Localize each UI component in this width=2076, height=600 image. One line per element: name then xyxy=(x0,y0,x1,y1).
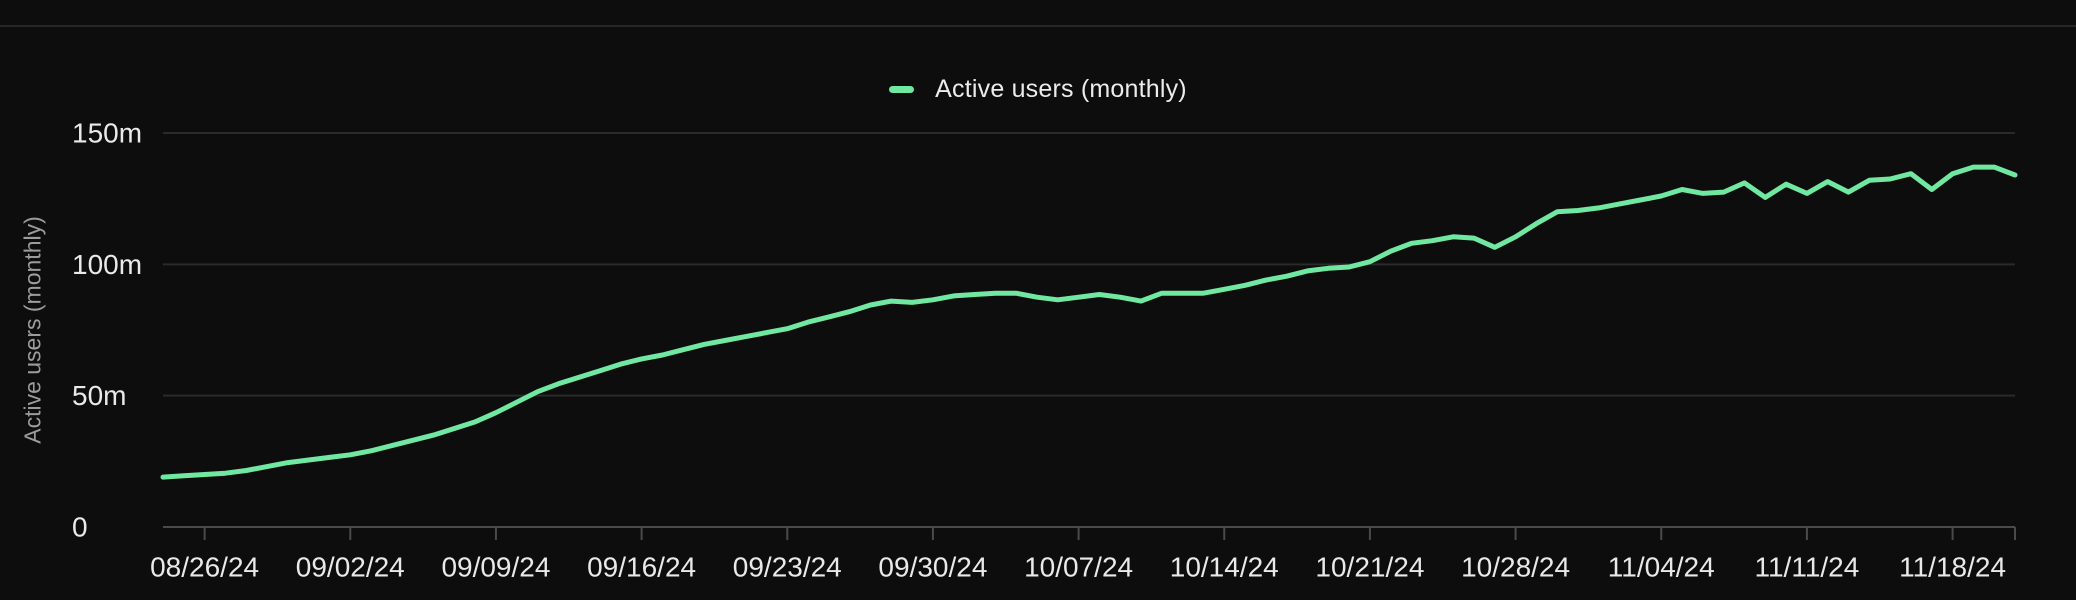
x-tick-label: 09/09/24 xyxy=(441,552,550,583)
x-tick-label: 08/26/24 xyxy=(150,552,259,583)
y-tick-label: 50m xyxy=(72,380,126,411)
x-tick-label: 11/18/24 xyxy=(1899,552,2006,583)
x-tick-label: 09/16/24 xyxy=(587,552,696,583)
x-tick-label: 11/11/24 xyxy=(1754,552,1859,583)
series-line-active-users xyxy=(160,164,2018,480)
x-tick-label: 10/28/24 xyxy=(1461,552,1570,583)
x-tick-label: 11/04/24 xyxy=(1608,552,1715,583)
x-tick-label: 10/21/24 xyxy=(1315,552,1424,583)
y-tick-label: 150m xyxy=(72,118,142,149)
x-tick-label: 09/23/24 xyxy=(733,552,842,583)
x-tick-label: 09/02/24 xyxy=(296,552,405,583)
x-ticks: 08/26/24 09/02/24 09/09/24 09/16/24 09/23/24… xyxy=(150,527,2016,583)
y-tick-label: 100m xyxy=(72,249,142,280)
y-gridlines xyxy=(163,132,2015,528)
x-tick-label: 09/30/24 xyxy=(878,552,987,583)
y-tick-label: 0 xyxy=(72,512,88,543)
y-tick-labels: 0 50m 100m 150m xyxy=(72,118,142,543)
x-tick-label: 10/07/24 xyxy=(1024,552,1133,583)
x-tick-label: 10/14/24 xyxy=(1170,552,1279,583)
top-divider xyxy=(0,25,2076,27)
